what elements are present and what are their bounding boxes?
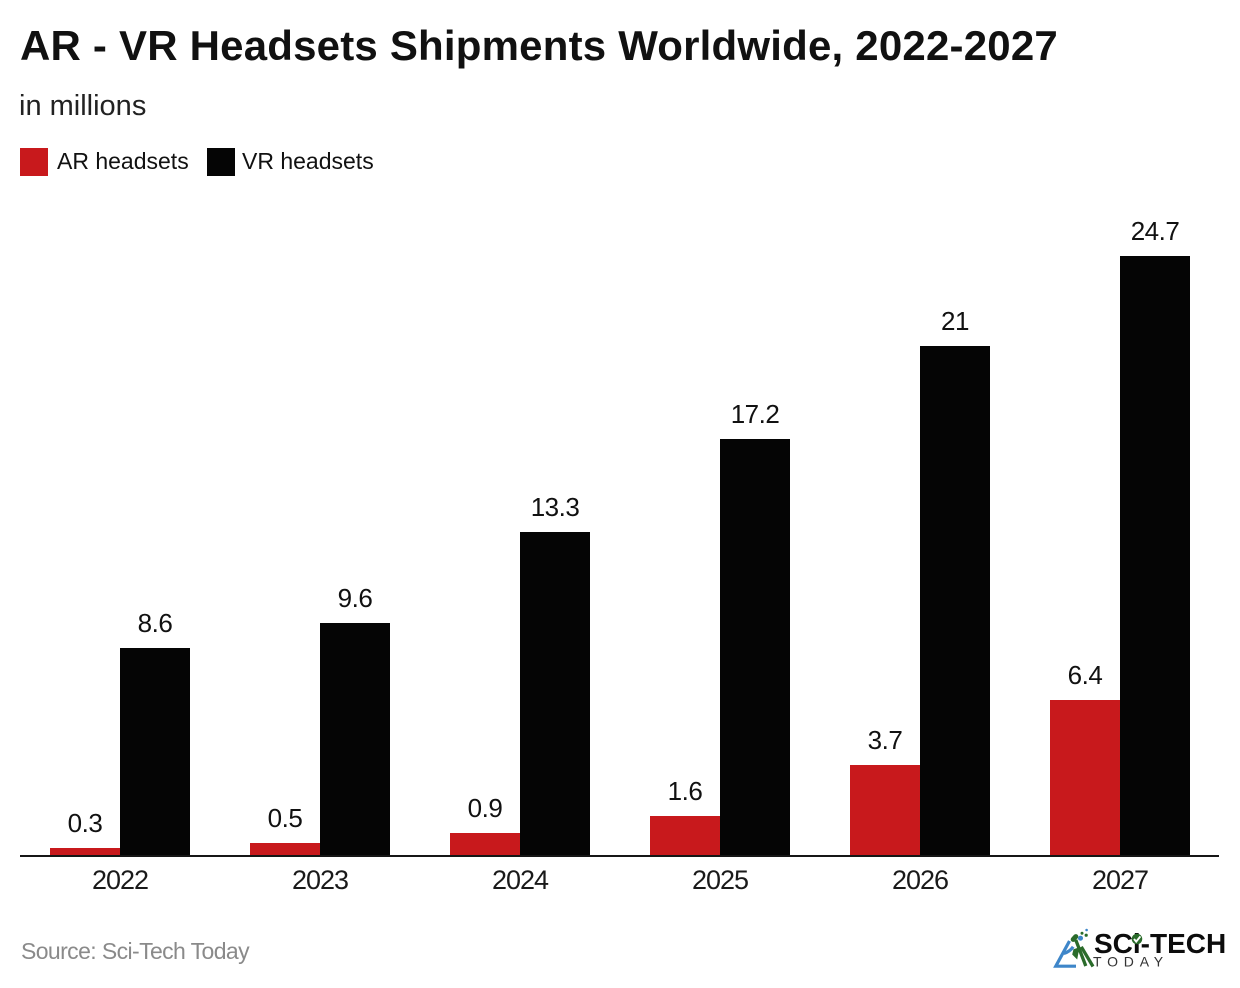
svg-text:SCi-TECH: SCi-TECH [1094, 928, 1226, 959]
svg-text:TODAY: TODAY [1093, 954, 1169, 970]
